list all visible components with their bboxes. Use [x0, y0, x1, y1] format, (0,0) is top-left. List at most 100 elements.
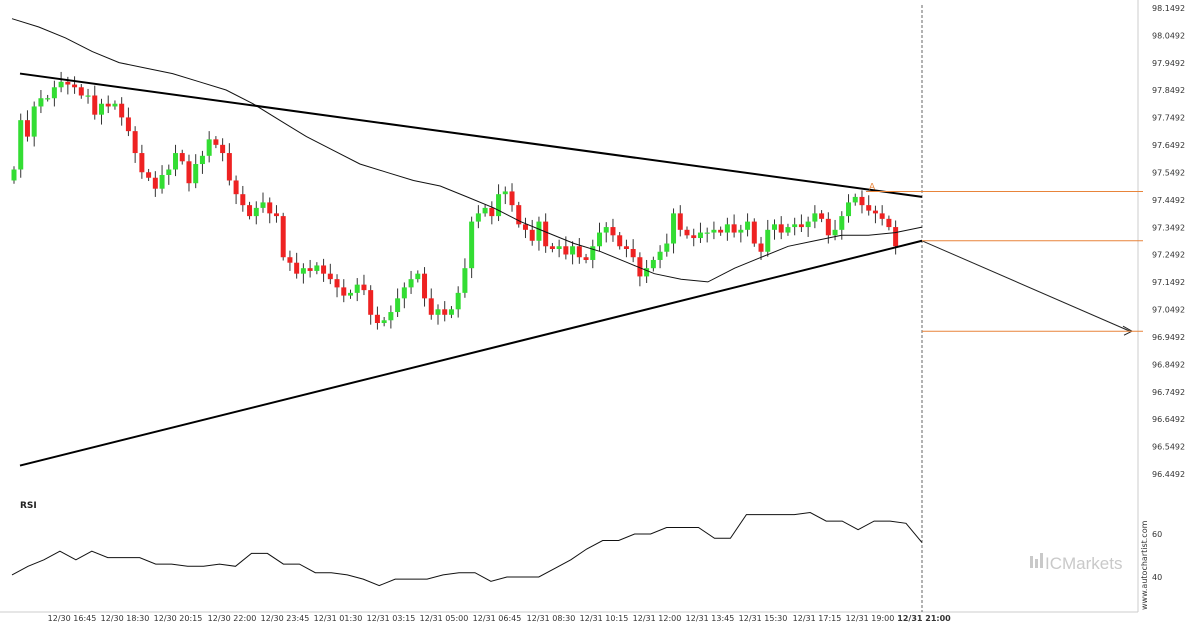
y-axis-ticks: 98.1492 98.0492 97.9492 97.8492 97.7492 97.64… — [1152, 4, 1185, 479]
y-tick-label: 96.7492 — [1152, 388, 1185, 397]
candle-body — [536, 221, 542, 241]
candle-body — [469, 221, 475, 269]
candle-body — [428, 298, 434, 315]
x-tick-label: 12/31 08:30 — [527, 614, 576, 623]
candle-body — [38, 98, 44, 107]
rsi-label: RSI — [20, 501, 37, 511]
candle-body — [650, 259, 656, 269]
candle-body — [758, 243, 764, 252]
candle-body — [671, 213, 677, 244]
candle-body — [112, 103, 118, 107]
candle-body — [785, 227, 791, 233]
candle-body — [18, 120, 24, 170]
candle-body — [448, 309, 454, 315]
candle-body — [859, 196, 865, 206]
candle-body — [58, 81, 64, 88]
brand-logo-bar — [1030, 556, 1033, 568]
candle-body — [300, 268, 306, 274]
candle-body — [85, 95, 91, 97]
candle-body — [401, 287, 407, 299]
candle-body — [529, 229, 535, 241]
pattern-point-label: A — [869, 182, 876, 192]
y-tick-label: 97.8492 — [1152, 86, 1185, 95]
candle-body — [583, 257, 589, 260]
candle-body — [866, 205, 872, 211]
projection-arrow-head — [1122, 325, 1133, 336]
candle-body — [273, 213, 279, 217]
candle-body — [556, 246, 562, 250]
candle-body — [482, 207, 488, 214]
candle-body — [213, 139, 219, 145]
candle-body — [778, 224, 784, 233]
x-tick-label: 12/31 21:00 — [897, 614, 951, 623]
candle-body — [381, 320, 387, 324]
candle-body — [812, 213, 818, 222]
candle-body — [623, 246, 629, 250]
x-tick-label: 12/30 20:15 — [154, 614, 203, 623]
x-tick-label: 12/31 12:00 — [633, 614, 682, 623]
y-tick-label: 98.1492 — [1152, 4, 1185, 13]
y-tick-label: 96.6492 — [1152, 415, 1185, 424]
y-tick-label: 97.0492 — [1152, 306, 1185, 315]
candle-body — [509, 191, 515, 206]
y-tick-label: 98.0492 — [1152, 31, 1185, 40]
candle-body — [637, 257, 643, 277]
brand-logo-bar — [1040, 553, 1043, 568]
y-tick-label: 96.5492 — [1152, 443, 1185, 452]
candle-body — [462, 268, 468, 293]
candle-body — [475, 213, 481, 222]
candle-body — [166, 169, 172, 175]
candle-body — [179, 153, 185, 162]
x-tick-label: 12/31 15:30 — [739, 614, 788, 623]
x-tick-label: 12/31 17:15 — [793, 614, 842, 623]
candle-body — [563, 246, 569, 255]
candle-body — [280, 216, 286, 258]
candle-body — [886, 218, 892, 228]
candle-body — [65, 81, 71, 85]
candle-body — [415, 273, 421, 280]
candle-body — [704, 232, 710, 234]
candle-body — [684, 229, 690, 236]
candle-body — [502, 191, 508, 195]
candle-body — [879, 213, 885, 219]
candle-body — [72, 84, 78, 88]
brand-logo-bar — [1035, 559, 1038, 568]
pattern-group: A — [19, 72, 1143, 467]
candle-body — [852, 196, 858, 203]
brand-logo: ICMarkets — [1030, 553, 1122, 573]
candle-body — [832, 229, 838, 236]
candle-body — [105, 103, 111, 107]
candle-body — [341, 287, 347, 296]
candle-body — [442, 309, 448, 315]
candle-body — [872, 210, 878, 214]
candle-body — [247, 205, 253, 217]
candle-body — [186, 161, 192, 184]
candle-body — [287, 257, 293, 263]
candle-body — [798, 224, 804, 228]
x-tick-label: 12/31 13:45 — [686, 614, 735, 623]
x-tick-label: 12/31 05:00 — [420, 614, 469, 623]
candle-body — [334, 279, 340, 288]
candle-body — [825, 218, 831, 236]
candle-body — [159, 174, 165, 189]
candle-body — [805, 221, 811, 228]
candle-body — [751, 221, 757, 244]
x-tick-label: 12/31 19:00 — [846, 614, 895, 623]
candle-body — [893, 227, 899, 247]
candle-body — [368, 290, 374, 315]
candle-body — [846, 202, 852, 217]
candle-body — [408, 279, 414, 288]
candle-body — [361, 284, 367, 291]
candle-body — [206, 139, 212, 156]
candle-body — [146, 172, 152, 178]
rsi-line — [11, 511, 923, 587]
y-tick-label: 96.8492 — [1152, 360, 1185, 369]
candle-body — [374, 314, 380, 324]
candle-body — [664, 243, 670, 252]
candle-body — [45, 98, 51, 100]
candle-body — [731, 224, 737, 233]
candle-body — [435, 309, 441, 315]
x-tick-label: 12/31 06:45 — [473, 614, 522, 623]
